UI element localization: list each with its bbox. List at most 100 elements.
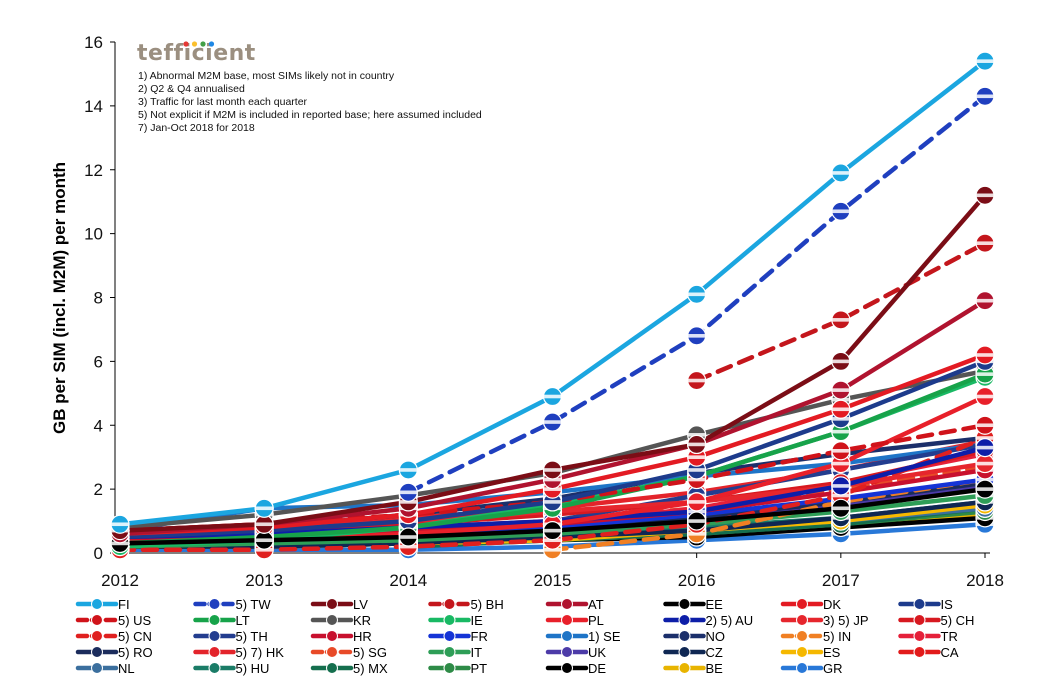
brand-dot (183, 41, 189, 47)
legend-marker (913, 598, 926, 610)
legend-item-is: IS (898, 597, 954, 612)
legend-item-ca: CA (898, 645, 959, 660)
legend-item-5-in: 5) IN (780, 629, 851, 644)
data-point-5-us (975, 415, 995, 435)
legend-item-es: ES (780, 645, 841, 660)
legend-marker (443, 630, 456, 642)
legend-marker (678, 630, 691, 642)
data-point-at (831, 380, 851, 400)
legend-label: 3) 5) JP (823, 613, 869, 628)
legend-marker (796, 630, 808, 642)
legend-item-5-th: 5) TH (193, 629, 268, 644)
series-layer (110, 51, 995, 560)
data-point-5-tw (398, 482, 418, 502)
data-point-ee (975, 479, 995, 499)
legend-marker (796, 662, 808, 674)
data-point-fi (398, 460, 418, 480)
legend-marker (678, 662, 691, 674)
legend-label: KR (353, 613, 371, 628)
legend-item-ie: IE (428, 613, 484, 628)
legend-label: HR (353, 629, 372, 644)
legend-marker (913, 614, 926, 626)
legend-marker (91, 630, 103, 642)
legend-item-3-5-jp: 3) 5) JP (780, 613, 869, 628)
legend-label: LT (236, 613, 250, 628)
legend-marker (91, 662, 103, 674)
data-point-dk (975, 345, 995, 365)
data-point-ee (687, 511, 707, 531)
legend-marker (561, 662, 573, 674)
x-tick-label: 2018 (966, 571, 1004, 590)
legend-marker (678, 598, 691, 610)
legend-marker (91, 598, 103, 610)
legend-label: IE (471, 613, 484, 628)
legend-marker (678, 646, 691, 658)
legend-marker (796, 614, 808, 626)
legend-label: 2) 5) AU (706, 613, 754, 628)
series-line-5-in (550, 477, 988, 553)
legend-label: NL (118, 661, 135, 676)
legend-label: 5) CN (118, 629, 152, 644)
legend-marker (678, 614, 691, 626)
footnote-line: 2) Q2 & Q4 annualised (138, 83, 245, 95)
legend-item-nl: NL (75, 661, 135, 676)
legend-item-5-mx: 5) MX (310, 661, 388, 676)
legend-item-5-tw: 5) TW (193, 597, 271, 612)
data-point-fi (254, 498, 274, 518)
x-tick-label: 2013 (245, 571, 283, 590)
legend-marker (208, 662, 221, 674)
data-point-lv (542, 460, 563, 480)
legend-item-gr: GR (780, 661, 843, 676)
legend-label: FR (471, 629, 488, 644)
legend-label: 5) IN (823, 629, 851, 644)
data-point-at (975, 291, 995, 311)
data-point-ee (398, 527, 418, 547)
legend-label: UK (588, 645, 606, 660)
footnote-line: 3) Traffic for last month each quarter (138, 96, 308, 108)
legend-item-5-cn: 5) CN (75, 629, 152, 644)
data-point-5-tw (831, 201, 851, 221)
legend-item-5-bh: 5) BH (428, 597, 504, 612)
data-point-pl (975, 386, 995, 407)
x-tick-label: 2017 (822, 571, 860, 590)
legend-label: 5) US (118, 613, 152, 628)
data-point-2-5-au (831, 476, 851, 496)
x-tick-label: 2016 (678, 571, 716, 590)
data-point-5-bh (831, 310, 851, 330)
data-point-5-tw (975, 86, 995, 106)
legend-label: EE (706, 597, 724, 612)
legend-item-fi: FI (75, 597, 130, 612)
data-point-lv (254, 514, 274, 534)
legend-label: GR (823, 661, 843, 676)
data-point-5-bh (975, 233, 995, 253)
legend-marker (561, 614, 573, 626)
legend-item-lt: LT (193, 613, 250, 628)
legend-marker (326, 598, 338, 610)
legend-label: IT (471, 645, 483, 660)
legend-item-5-sg: 5) SG (310, 645, 387, 660)
legend-marker (561, 630, 573, 642)
legend-label: 5) HU (236, 661, 270, 676)
legend-label: 5) MX (353, 661, 388, 676)
data-point-fi (110, 514, 130, 534)
legend-marker (913, 630, 926, 642)
y-tick-label: 0 (94, 544, 103, 563)
legend-item-5-7-hk: 5) 7) HK (193, 645, 284, 660)
legend-marker (561, 598, 573, 610)
brand-dots (183, 41, 215, 47)
legend-item-hr: HR (310, 629, 372, 644)
legend-item-tr: TR (898, 629, 958, 644)
chart-legend: FI 5) TW LV 5) BH AT EE DK IS 5) US LT KR IE PL 2) 5)… (75, 597, 974, 676)
legend-item-fr: FR (428, 629, 488, 644)
data-point-pl (687, 492, 707, 512)
legend-item-2-5-au: 2) 5) AU (663, 613, 754, 628)
data-point-5-us (831, 441, 851, 461)
tefficient-logo: tefficient (137, 41, 255, 66)
series-line-5-bh (694, 240, 988, 383)
legend-item-be: BE (663, 661, 723, 676)
legend-label: NO (706, 629, 726, 644)
legend-label: IS (941, 597, 954, 612)
legend-label: CA (941, 645, 959, 660)
legend-item-5-us: 5) US (75, 613, 152, 628)
